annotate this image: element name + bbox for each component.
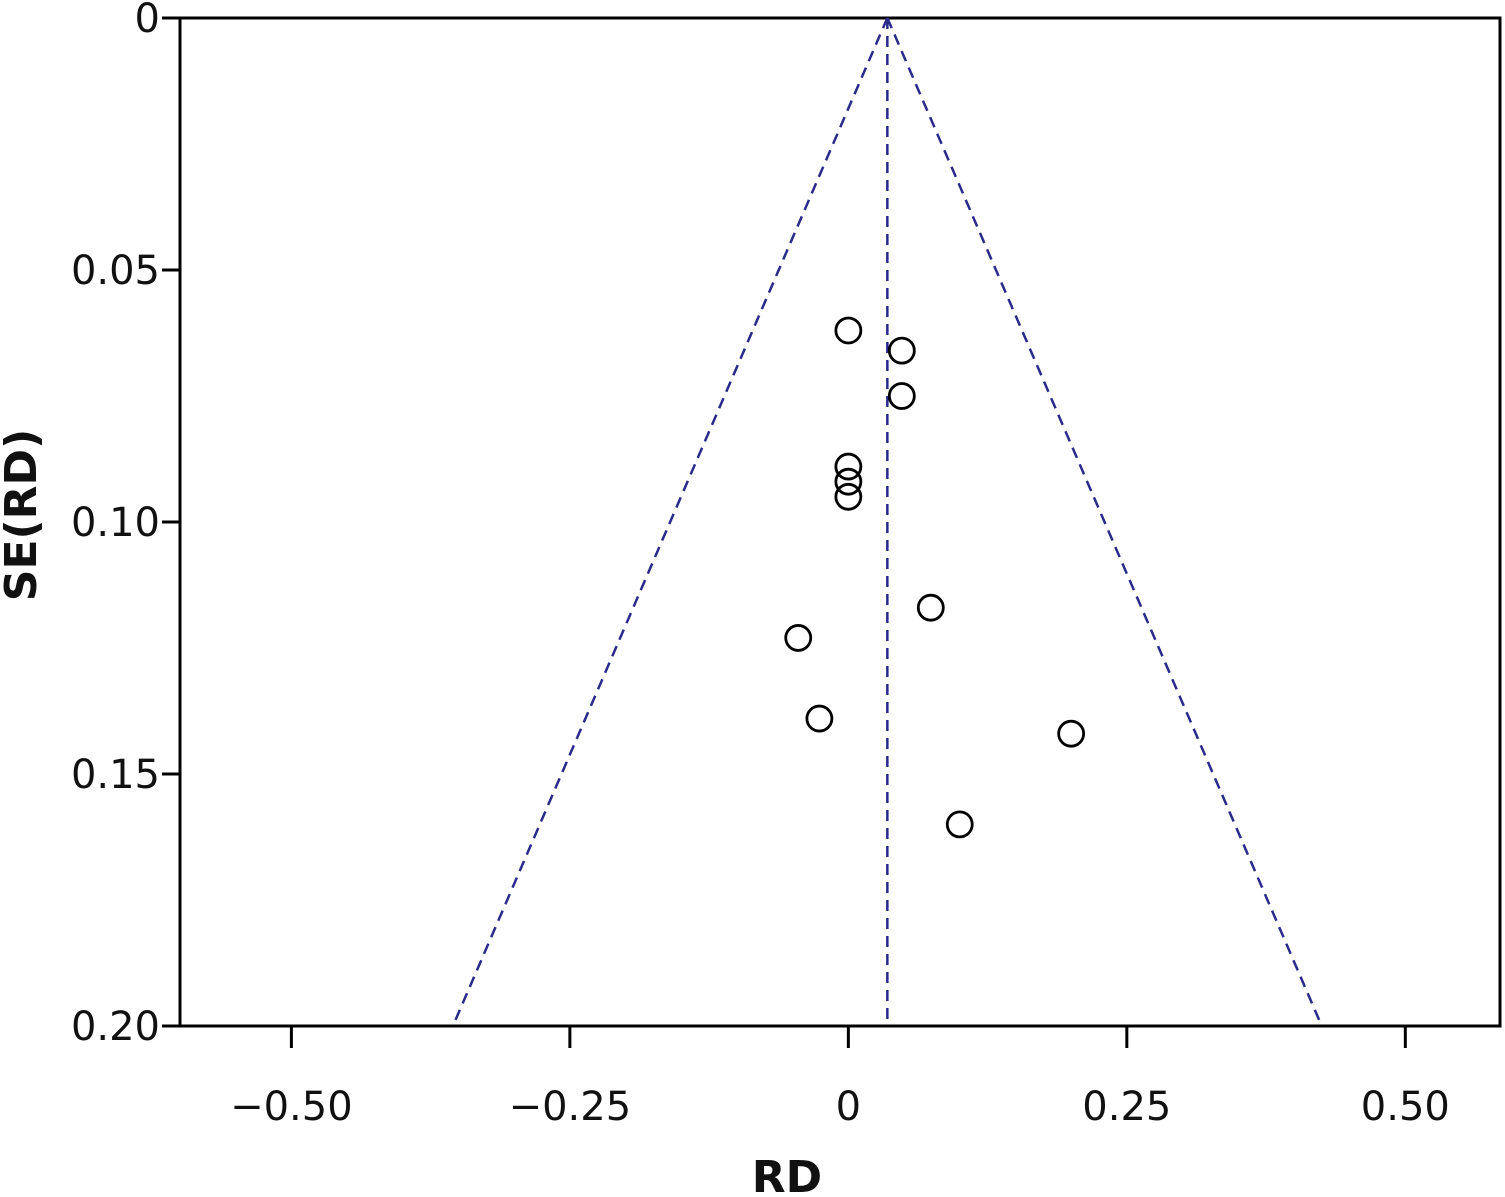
x-tick-label: −0.25 [509, 1084, 632, 1130]
y-tick-label: 0.20 [71, 1004, 160, 1050]
x-tick-label: 0.50 [1361, 1084, 1450, 1130]
plot-frame [178, 16, 1502, 1028]
y-axis-title: SE(RD) [0, 429, 47, 601]
y-axis-ticks: 0 0.05 0.10 0.15 0.20 [71, 0, 180, 1050]
x-axis-title: RD [752, 1152, 822, 1197]
data-point [834, 482, 863, 511]
data-point [834, 467, 863, 496]
data-point [1057, 719, 1086, 748]
data-points [784, 316, 1086, 839]
y-tick-label: 0.05 [71, 248, 160, 294]
data-point [834, 316, 863, 345]
y-tick-label: 0.10 [71, 500, 160, 546]
data-point [916, 593, 945, 622]
funnel-left-line [451, 17, 889, 1027]
funnel-right-line [886, 17, 1323, 1027]
x-tick-label: 0 [836, 1084, 861, 1130]
data-point [834, 452, 863, 481]
funnel-lines [451, 17, 1323, 1027]
x-axis-ticks: −0.50 −0.25 0 0.25 0.50 [230, 1026, 1450, 1130]
y-tick-label: 0.15 [71, 752, 160, 798]
data-point [887, 336, 916, 365]
y-tick-label: 0 [135, 0, 160, 42]
data-point [784, 624, 813, 652]
data-point [945, 810, 974, 839]
data-point [805, 704, 834, 733]
data-point [887, 382, 916, 410]
plot-border [178, 16, 1502, 1028]
x-tick-label: −0.50 [230, 1084, 353, 1130]
x-tick-label: 0.25 [1082, 1084, 1171, 1130]
